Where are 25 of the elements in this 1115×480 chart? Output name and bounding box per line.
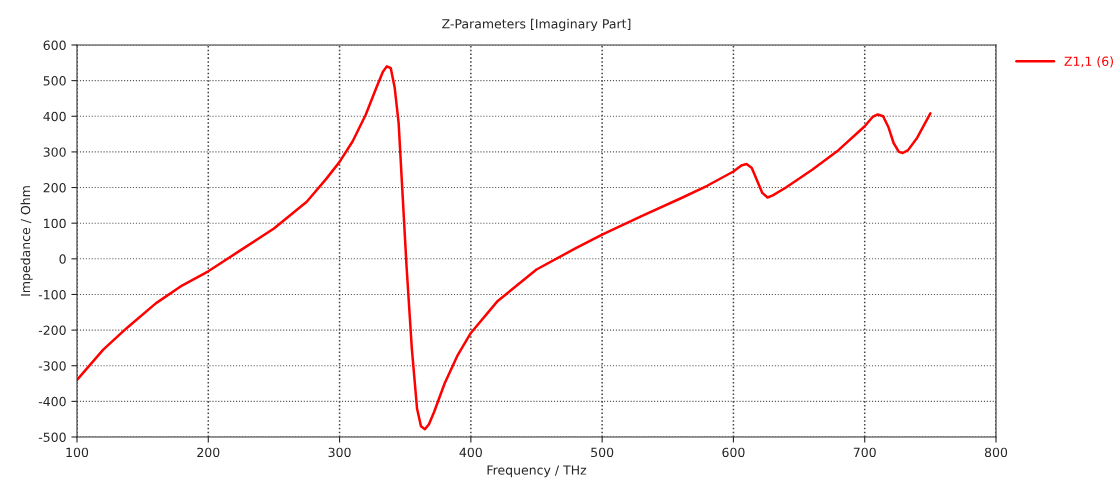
y-tick-label: 200	[43, 183, 66, 193]
y-tick-label: 100	[44, 218, 66, 229]
y-tick-label: -100	[38, 289, 66, 300]
y-tick-label: -400	[38, 396, 66, 407]
line-series	[77, 65, 932, 431]
x-tick-label: 800	[984, 447, 1008, 458]
legend-label: Z1,1 (6)	[1064, 56, 1113, 68]
x-axis-title: Frequency / THz	[487, 465, 587, 478]
x-tick-label: 500	[591, 447, 614, 458]
x-tick-label: 700	[853, 447, 876, 458]
y-tick-label: 0	[59, 254, 66, 264]
x-tick-label: 100	[66, 447, 89, 458]
y-tick-label: -200	[38, 325, 66, 336]
y-tick-label: -300	[38, 361, 66, 371]
y-tick-label: -500	[38, 432, 66, 442]
x-tick-label: 600	[722, 447, 745, 458]
x-tick-label: 400	[459, 447, 482, 458]
y-tick-label: 400	[43, 111, 66, 122]
y-tick-label: 600	[43, 40, 66, 50]
y-tick-label: 300	[43, 147, 66, 157]
y-axis-title: Impedance / Ohm	[20, 186, 33, 296]
x-tick-label: 200	[197, 447, 220, 458]
y-tick-label: 500	[43, 76, 66, 86]
chart-title: Z-Parameters [Imaginary Part]	[442, 18, 631, 31]
x-tick-label: 300	[328, 447, 351, 458]
